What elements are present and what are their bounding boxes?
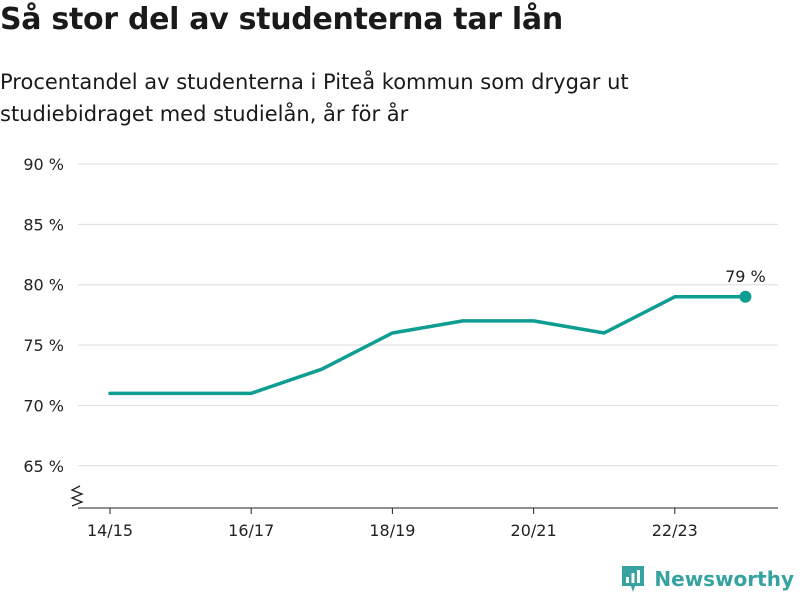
x-tick-label: 16/17 [228,521,274,540]
x-tick-label: 22/23 [652,521,698,540]
axis-break-icon [70,485,84,507]
gridlines [78,163,778,467]
last-value-marker [739,290,752,303]
newsworthy-logo: Newsworthy [620,564,794,594]
series-line [108,295,748,396]
last-value-label: 79 % [725,267,766,286]
chart-title: Så stor del av studenterna tar lån [0,2,563,37]
y-tick-label: 85 % [23,215,64,234]
y-axis-tick-labels: 65 % 70 % 75 % 80 % 85 % 90 % [23,155,64,476]
y-tick-label: 65 % [23,457,64,476]
x-tick-label: 20/21 [511,521,557,540]
annotation-layer: 79 % [725,267,766,303]
x-tick-label: 18/19 [369,521,415,540]
brand-name: Newsworthy [654,567,794,591]
newsworthy-logo-icon [622,566,645,592]
y-tick-label: 75 % [23,336,64,355]
x-axis [70,485,778,514]
x-tick-label: 14/15 [87,521,133,540]
chart-subtitle: Procentandel av studenterna i Piteå komm… [0,70,629,126]
y-tick-label: 90 % [23,155,64,174]
series-layer [108,295,748,396]
y-tick-label: 70 % [23,396,64,415]
x-axis-tick-labels: 14/15 16/17 18/19 20/21 22/23 [87,521,698,540]
y-tick-label: 80 % [23,276,64,295]
